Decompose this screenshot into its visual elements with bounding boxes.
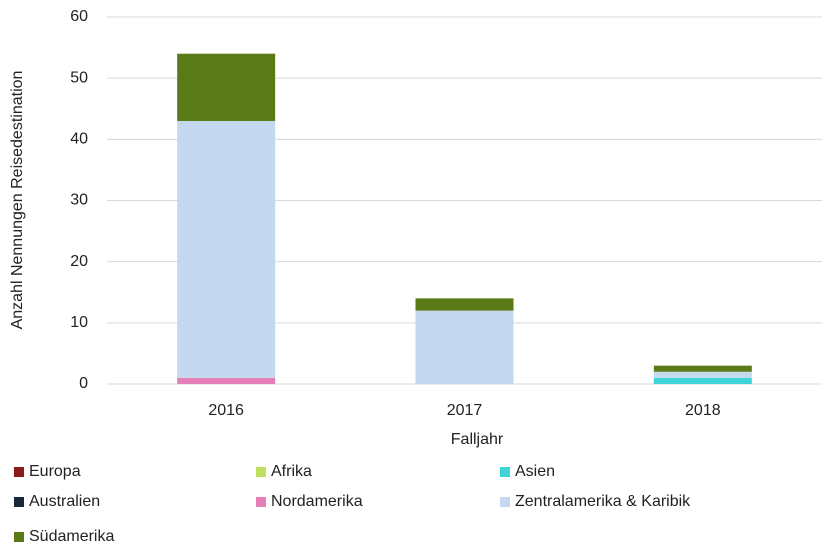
legend-label: Südamerika (29, 528, 114, 545)
y-tick-label: 40 (70, 131, 88, 148)
legend-swatch (14, 532, 24, 542)
bar-segment (177, 120, 276, 378)
bar-segment (415, 310, 514, 384)
legend-label: Zentralamerika & Karibik (515, 493, 691, 510)
x-axis-label: Falljahr (451, 431, 504, 448)
x-tick-label: 2016 (208, 402, 244, 419)
legend-swatch (256, 467, 266, 477)
legend-swatch (500, 497, 510, 507)
bar-segment (177, 53, 276, 121)
legend-swatch (256, 497, 266, 507)
legend-label: Europa (29, 463, 81, 480)
legend-label: Nordamerika (271, 493, 363, 510)
bar-segment (653, 377, 752, 384)
y-tick-label: 10 (70, 314, 88, 331)
y-axis-label: Anzahl Nennungen Reisedestination (9, 71, 26, 330)
legend-label: Australien (29, 493, 100, 510)
bar-segment (415, 298, 514, 311)
y-tick-label: 20 (70, 253, 88, 270)
legend-swatch (14, 467, 24, 477)
y-tick-label: 30 (70, 192, 88, 209)
y-tick-label: 50 (70, 69, 88, 86)
bar-segment (177, 377, 276, 384)
y-tick-label: 0 (79, 375, 88, 392)
x-tick-label: 2018 (685, 402, 721, 419)
y-tick-label: 60 (70, 8, 88, 25)
bar-segment (653, 371, 752, 378)
legend-label: Asien (515, 463, 555, 480)
legend-swatch (14, 497, 24, 507)
legend-label: Afrika (271, 463, 312, 480)
bar-segment (653, 365, 752, 372)
legend-swatch (500, 467, 510, 477)
x-tick-label: 2017 (447, 402, 483, 419)
